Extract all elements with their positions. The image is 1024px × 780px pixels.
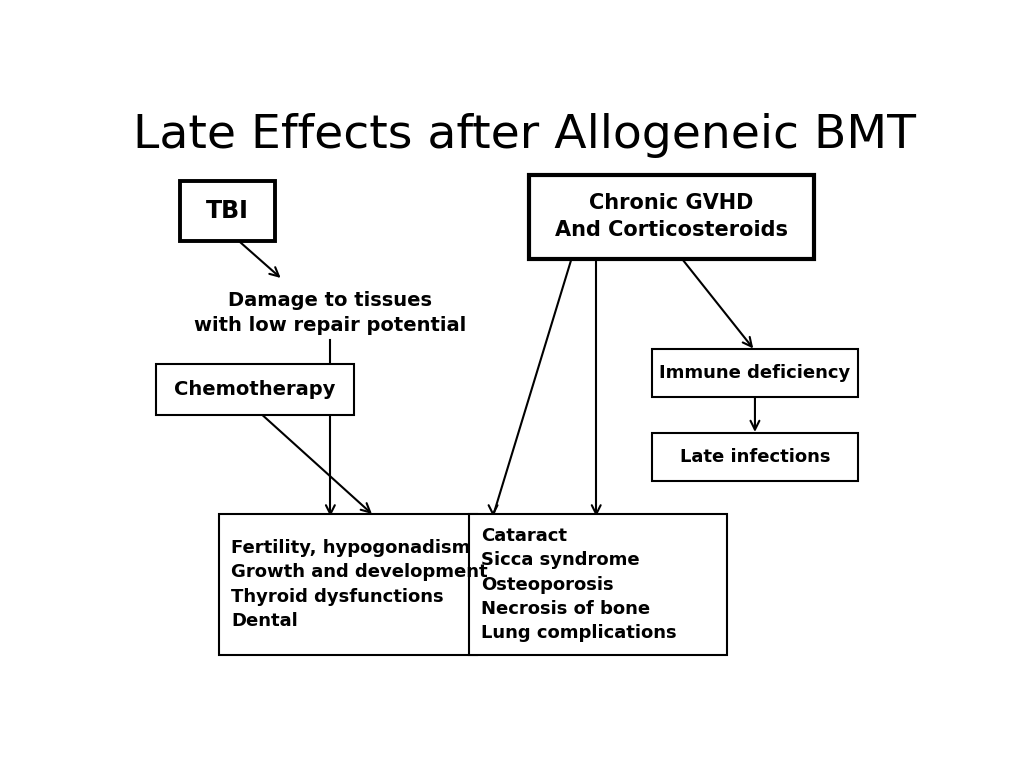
FancyBboxPatch shape	[179, 181, 274, 241]
FancyBboxPatch shape	[652, 349, 858, 397]
FancyBboxPatch shape	[528, 175, 814, 259]
Text: Cataract
Sicca syndrome
Osteoporosis
Necrosis of bone
Lung complications: Cataract Sicca syndrome Osteoporosis Nec…	[481, 527, 677, 642]
FancyBboxPatch shape	[156, 363, 354, 415]
FancyBboxPatch shape	[652, 433, 858, 481]
FancyBboxPatch shape	[469, 514, 727, 655]
Text: Chronic GVHD
And Corticosteroids: Chronic GVHD And Corticosteroids	[555, 193, 788, 240]
Text: Fertility, hypogonadism
Growth and development
Thyroid dysfunctions
Dental: Fertility, hypogonadism Growth and devel…	[231, 539, 487, 630]
Text: Chemotherapy: Chemotherapy	[174, 380, 336, 399]
Text: Immune deficiency: Immune deficiency	[659, 364, 851, 382]
Text: TBI: TBI	[206, 199, 249, 223]
FancyBboxPatch shape	[219, 514, 477, 655]
Text: Late Effects after Allogeneic BMT: Late Effects after Allogeneic BMT	[133, 113, 916, 158]
Text: Damage to tissues
with low repair potential: Damage to tissues with low repair potent…	[195, 291, 467, 335]
Text: Late infections: Late infections	[680, 448, 830, 466]
